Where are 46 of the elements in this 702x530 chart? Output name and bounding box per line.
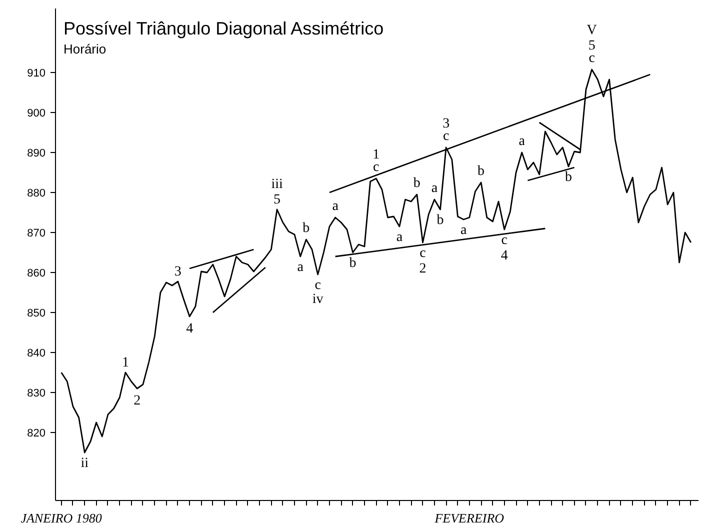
x-tick-label: JANEIRO 1980 — [20, 510, 102, 526]
y-tick-label: 870 — [27, 228, 46, 240]
annotation: 4 — [500, 248, 508, 264]
annotation: ii — [80, 456, 89, 471]
y-tick-label: 830 — [27, 388, 46, 400]
annotation: 2 — [419, 262, 426, 276]
annotation: c — [373, 160, 380, 175]
annotation: 1 — [122, 356, 129, 370]
annotation: a — [297, 260, 304, 275]
annotation: iv — [312, 292, 324, 307]
annotation: V — [586, 23, 597, 38]
annotation: b — [478, 164, 485, 179]
y-tick-label: 880 — [27, 188, 46, 200]
annotation: c — [588, 51, 595, 66]
annotation: 4 — [186, 322, 194, 336]
annotation: 5 — [274, 192, 281, 208]
y-tick-label: 820 — [27, 428, 46, 440]
y-tick-label: 900 — [27, 108, 46, 120]
annotation: 3 — [174, 264, 182, 280]
y-tick-label: 910 — [27, 68, 46, 80]
annotation: b — [302, 221, 310, 236]
annotation: c — [442, 129, 450, 144]
annotation: a — [396, 230, 404, 245]
y-tick-label: 860 — [27, 268, 46, 280]
annotation: a — [332, 199, 340, 214]
y-tick-label: 890 — [27, 148, 46, 160]
annotation: a — [518, 134, 526, 149]
annotation: 1 — [372, 148, 380, 162]
annotation: 2 — [134, 394, 141, 408]
y-tick-label: 850 — [27, 308, 46, 320]
annotation: b — [436, 213, 444, 228]
annotation: b — [413, 176, 420, 191]
x-tick-label: FEVEREIRO — [434, 510, 505, 526]
annotation: iii — [271, 177, 283, 192]
annotation: a — [431, 181, 438, 196]
annotation: c — [314, 278, 321, 293]
annotation: 5 — [588, 38, 596, 54]
annotation: c — [501, 233, 508, 248]
text: Horário — [64, 42, 106, 56]
text: Possível Triângulo Diagonal Assimétrico — [64, 18, 384, 38]
annotation: b — [349, 256, 356, 271]
annotation: c — [420, 246, 426, 261]
annotation: a — [460, 223, 468, 238]
y-tick-label: 840 — [27, 348, 46, 360]
annotation: b — [565, 170, 572, 185]
annotation: 3 — [442, 116, 450, 132]
